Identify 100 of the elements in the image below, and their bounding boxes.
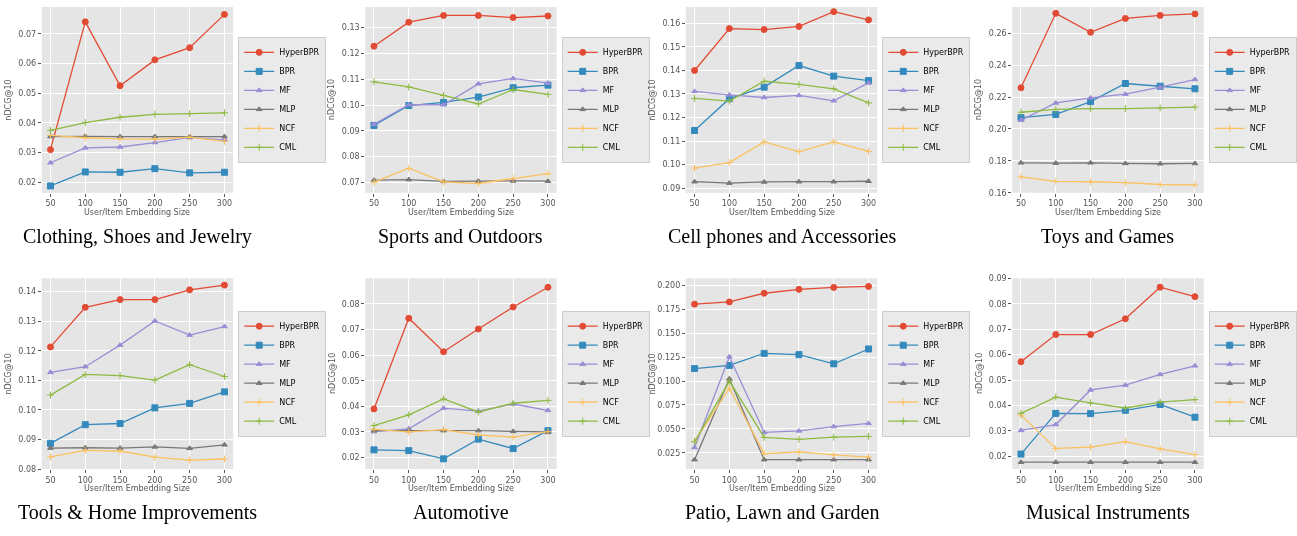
legend-label: HyperBPR [279,48,320,58]
y-tick-label: 0.13 [341,23,360,33]
x-tick-label: 250 [505,199,521,209]
y-tick-label: 0.08 [341,152,360,162]
legend-label: CML [1249,143,1268,153]
y-tick-label: 0.02 [18,178,37,188]
legend-label: MLP [923,105,940,115]
legend-label: CML [923,143,941,153]
x-tick-label: 200 [147,475,163,485]
text: Toys and Games [1041,225,1175,248]
x-tick-label: 200 [147,199,163,209]
x-tick-label: 100 [77,199,93,209]
x-tick-label: 150 [112,199,128,209]
legend-label: HyperBPR [923,48,964,58]
y-tick-label: 0.12 [18,346,37,356]
x-axis-title: User/Item Embedding Size [408,484,515,493]
x-axis-title: User/Item Embedding Size [729,208,836,217]
x-tick-label: 150 [435,199,452,209]
y-tick-label: 0.18 [988,156,1007,166]
x-tick-label: 250 [505,475,521,485]
y-tick-label: 0.100 [657,376,681,386]
legend-label: NCF [602,398,620,408]
y-tick-label: 0.06 [341,350,360,360]
legend-label: NCF [279,124,296,134]
y-tick-label: 0.09 [18,435,37,445]
y-tick-label: 0.03 [18,148,37,158]
legend-label: HyperBPR [602,322,644,332]
x-tick-label: 300 [540,475,556,485]
y-tick-label: 0.10 [341,100,360,110]
y-tick-label: 0.10 [18,405,37,415]
y-tick-label: 0.05 [18,88,37,98]
y-tick-label: 0.09 [988,274,1007,284]
y-tick-label: 0.15 [662,42,681,52]
y-tick-label: 0.20 [988,124,1007,134]
text: Patio, Lawn and Garden [685,501,880,523]
x-tick-label: 200 [791,199,807,209]
x-tick-label: 50 [45,199,56,209]
x-tick-label: 100 [77,475,93,485]
y-tick-label: 0.04 [988,401,1007,411]
y-tick-label: 0.025 [657,448,681,458]
y-tick-label: 0.05 [341,376,360,386]
x-tick-label: 50 [689,475,700,485]
legend-label: MF [1249,86,1262,96]
legend-label: MLP [1249,379,1267,389]
text: Sports and Outdoors [378,225,543,248]
legend-label: NCF [923,124,940,134]
x-tick-label: 50 [368,199,380,209]
y-tick-label: 0.16 [662,19,681,29]
y-tick-label: 0.24 [988,60,1007,70]
legend-label: CML [1249,417,1268,427]
x-tick-label: 100 [401,475,417,485]
y-tick-label: 0.10 [662,160,681,170]
y-tick-label: 0.07 [341,178,360,188]
text: Tools & Home Improvements [18,501,258,524]
x-tick-label: 150 [756,475,772,485]
legend-label: BPR [279,341,296,351]
x-tick-label: 250 [1152,475,1168,485]
x-axis-title: User/Item Embedding Size [84,208,191,217]
y-tick-label: 0.02 [341,453,360,463]
x-tick-label: 300 [216,475,233,485]
y-tick-label: 0.26 [988,29,1007,39]
legend-label: MF [923,360,936,370]
x-tick-label: 50 [1015,475,1027,485]
x-tick-label: 250 [826,475,842,485]
legend-label: BPR [602,67,620,77]
y-axis-title: nDCG@10 [327,352,337,394]
legend-label: CML [279,143,297,153]
y-axis-title: nDCG@10 [974,352,984,394]
legend-label: BPR [1249,341,1267,351]
legend-label: MF [279,360,292,370]
x-tick-label: 250 [182,475,198,485]
x-axis-title: User/Item Embedding Size [408,208,515,217]
legend-label: MLP [279,379,296,389]
legend-label: MF [923,86,936,96]
x-tick-label: 300 [216,199,233,209]
x-tick-label: 100 [721,475,737,485]
y-tick-label: 0.04 [18,118,37,128]
legend-label: HyperBPR [1249,322,1291,332]
x-tick-label: 100 [721,199,737,209]
y-axis-title: nDCG@10 [3,79,13,121]
y-tick-label: 0.08 [18,464,37,474]
y-tick-label: 0.05 [988,375,1007,385]
legend-label: HyperBPR [1249,48,1291,58]
y-tick-label: 0.03 [341,427,360,437]
y-axis-title: nDCG@10 [974,78,984,121]
x-tick-label: 300 [1187,475,1203,485]
legend-label: NCF [1249,124,1267,134]
x-tick-label: 50 [1015,199,1027,209]
legend-label: NCF [923,398,940,408]
y-tick-label: 0.22 [988,92,1007,102]
text: Clothing, Shoes and Jewelry [23,225,252,248]
y-tick-label: 0.16 [988,188,1007,198]
legend-label: MF [279,86,292,96]
x-tick-label: 200 [470,199,486,209]
y-axis-title: nDCG@10 [327,78,337,121]
legend-label: MF [1249,360,1262,370]
x-tick-label: 300 [860,475,877,485]
x-tick-label: 300 [1187,199,1203,209]
x-tick-label: 150 [1082,199,1099,209]
legend-label: MLP [923,379,940,389]
